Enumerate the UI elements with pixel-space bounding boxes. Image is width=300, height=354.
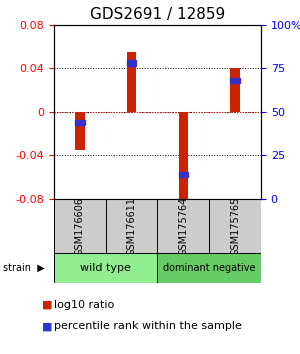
- Text: percentile rank within the sample: percentile rank within the sample: [54, 321, 242, 331]
- Bar: [54, 199, 106, 253]
- Text: strain  ▶: strain ▶: [3, 263, 45, 273]
- Bar: [179, 172, 188, 177]
- Bar: [158, 253, 261, 283]
- Bar: [230, 68, 240, 112]
- Bar: [127, 61, 136, 66]
- Text: GSM175764: GSM175764: [178, 196, 188, 256]
- Bar: [209, 199, 261, 253]
- Bar: [158, 199, 209, 253]
- Text: log10 ratio: log10 ratio: [54, 300, 114, 310]
- Text: ■: ■: [42, 321, 52, 331]
- Text: GSM176611: GSM176611: [127, 196, 136, 256]
- Bar: [127, 52, 136, 112]
- Text: wild type: wild type: [80, 263, 131, 273]
- Bar: [54, 253, 158, 283]
- Bar: [179, 112, 188, 205]
- Bar: [106, 199, 158, 253]
- Bar: [75, 112, 85, 150]
- Text: GSM175765: GSM175765: [230, 196, 240, 256]
- Text: GSM176606: GSM176606: [75, 196, 85, 256]
- Bar: [75, 120, 85, 125]
- Text: ■: ■: [42, 300, 52, 310]
- Title: GDS2691 / 12859: GDS2691 / 12859: [90, 7, 225, 22]
- Bar: [230, 78, 240, 83]
- Text: dominant negative: dominant negative: [163, 263, 256, 273]
